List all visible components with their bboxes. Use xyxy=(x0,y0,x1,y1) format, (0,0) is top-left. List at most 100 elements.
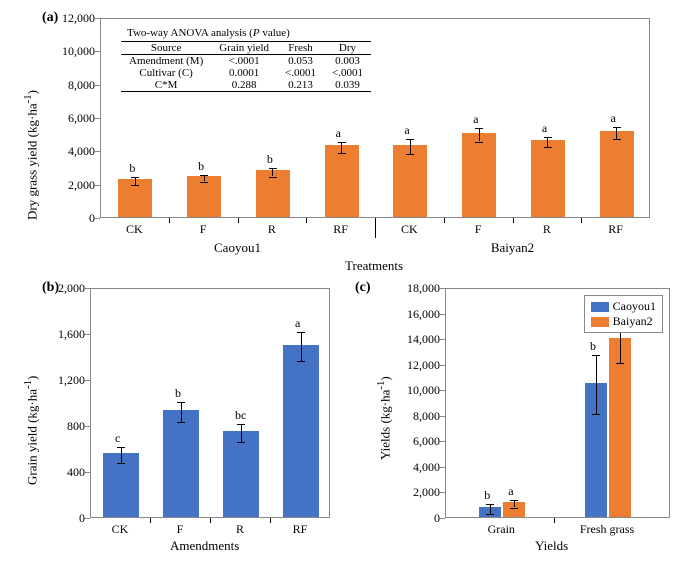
bar xyxy=(283,345,319,518)
sig-letter: c xyxy=(115,431,120,446)
xtick: Fresh grass xyxy=(567,522,647,537)
panel-b-wrap: (b) Grain yield (kg·ha-1) 04008001,2001,… xyxy=(10,280,340,570)
anova-cell: 0.0001 xyxy=(211,67,277,79)
error-cap xyxy=(475,128,483,129)
error-cap xyxy=(486,514,494,515)
legend-item: Caoyou1 xyxy=(591,299,656,314)
anova-cell: 0.288 xyxy=(211,79,277,91)
xtick-mark xyxy=(581,218,582,223)
xtick: F xyxy=(183,222,223,237)
xtick: CK xyxy=(100,522,140,537)
figure: (a) Dry grass yield (kg·ha-1) 02,0004,00… xyxy=(10,10,675,570)
sig-letter: b xyxy=(484,488,490,503)
legend-swatch-baiyan2 xyxy=(591,317,609,327)
panel-a-xlabel: Treatments xyxy=(345,258,403,274)
panel-b-plot: cbbca xyxy=(91,289,329,517)
ytick: 800 xyxy=(45,419,85,434)
error-cap xyxy=(510,500,518,501)
xtick: F xyxy=(160,522,200,537)
bar xyxy=(462,133,496,217)
error-cap xyxy=(177,402,185,403)
bar xyxy=(325,145,359,217)
anova-col-grain: Grain yield xyxy=(211,42,277,55)
error-cap xyxy=(177,422,185,423)
ytick: 10,000 xyxy=(395,383,440,398)
xtick: RF xyxy=(321,222,361,237)
error-cap xyxy=(200,175,208,176)
xtick-mark xyxy=(513,218,514,223)
anova-title: Two-way ANOVA analysis (P value) xyxy=(121,25,371,42)
xtick: RF xyxy=(280,522,320,537)
sig-letter: a xyxy=(404,123,409,138)
error-cap xyxy=(338,153,346,154)
error-cap xyxy=(269,168,277,169)
anova-cell: 0.213 xyxy=(277,79,324,91)
error-bar xyxy=(547,137,548,147)
bar xyxy=(393,145,427,218)
ytick: 400 xyxy=(45,465,85,480)
anova-col-fresh: Fresh xyxy=(277,42,324,55)
anova-cell: C*M xyxy=(121,79,211,91)
sig-letter: b xyxy=(129,161,135,176)
panel-c-label: (c) xyxy=(355,280,371,296)
ytick: 6,000 xyxy=(395,434,440,449)
group-divider xyxy=(375,218,376,238)
panel-b-ylabel: Grain yield (kg·ha-1) xyxy=(22,376,40,485)
legend-label: Baiyan2 xyxy=(613,314,653,328)
error-cap xyxy=(131,177,139,178)
error-bar xyxy=(181,402,182,423)
legend-item: Baiyan2 xyxy=(591,314,656,329)
xtick-mark xyxy=(169,218,170,223)
error-cap xyxy=(486,504,494,505)
ytick: 2,000 xyxy=(395,485,440,500)
xtick: R xyxy=(252,222,292,237)
xtick-mark xyxy=(238,218,239,223)
sig-letter: b xyxy=(267,152,273,167)
panel-c-xlabel: Yields xyxy=(535,538,568,554)
xtick-mark xyxy=(270,518,271,523)
error-cap xyxy=(613,127,621,128)
error-cap xyxy=(297,332,305,333)
anova-cell: Amendment (M) xyxy=(121,55,211,68)
error-cap xyxy=(269,177,277,178)
error-cap xyxy=(592,355,600,356)
sig-letter: b xyxy=(198,159,204,174)
ytick: 16,000 xyxy=(395,307,440,322)
panel-a-wrap: (a) Dry grass yield (kg·ha-1) 02,0004,00… xyxy=(10,10,670,280)
error-bar xyxy=(490,504,491,514)
xtick: RF xyxy=(596,222,636,237)
xtick-mark xyxy=(210,518,211,523)
error-cap xyxy=(510,508,518,509)
xtick: R xyxy=(527,222,567,237)
sig-letter: a xyxy=(295,316,300,331)
error-bar xyxy=(241,424,242,442)
ytick-mark xyxy=(440,518,445,519)
xtick: CK xyxy=(114,222,154,237)
ytick: 6,000 xyxy=(50,111,95,126)
anova-grid: Source Grain yield Fresh Dry Amendment (… xyxy=(121,42,371,91)
anova-table: Two-way ANOVA analysis (P value) Source … xyxy=(121,25,371,92)
anova-cell: <.0001 xyxy=(211,55,277,68)
legend-label: Caoyou1 xyxy=(613,299,656,313)
sig-letter: a xyxy=(611,111,616,126)
sig-letter: a xyxy=(473,112,478,127)
error-bar xyxy=(301,332,302,362)
error-bar xyxy=(514,500,515,508)
panel-a: bbbaaaaa Two-way ANOVA analysis (P value… xyxy=(100,18,650,218)
error-bar xyxy=(272,168,273,176)
bar xyxy=(600,131,634,217)
ytick: 8,000 xyxy=(395,409,440,424)
ytick: 0 xyxy=(45,511,85,526)
ytick: 8,000 xyxy=(50,78,95,93)
anova-col-source: Source xyxy=(121,42,211,55)
anova-cell: <.0001 xyxy=(324,67,371,79)
error-bar xyxy=(616,127,617,139)
ytick: 12,000 xyxy=(395,358,440,373)
ytick-mark xyxy=(95,218,100,219)
ytick: 18,000 xyxy=(395,281,440,296)
panel-c-legend: Caoyou1 Baiyan2 xyxy=(584,295,663,333)
panel-c-ylabel: Yields (kg·ha-1) xyxy=(375,376,393,460)
ytick: 0 xyxy=(395,511,440,526)
error-cap xyxy=(117,463,125,464)
xtick-mark xyxy=(306,218,307,223)
